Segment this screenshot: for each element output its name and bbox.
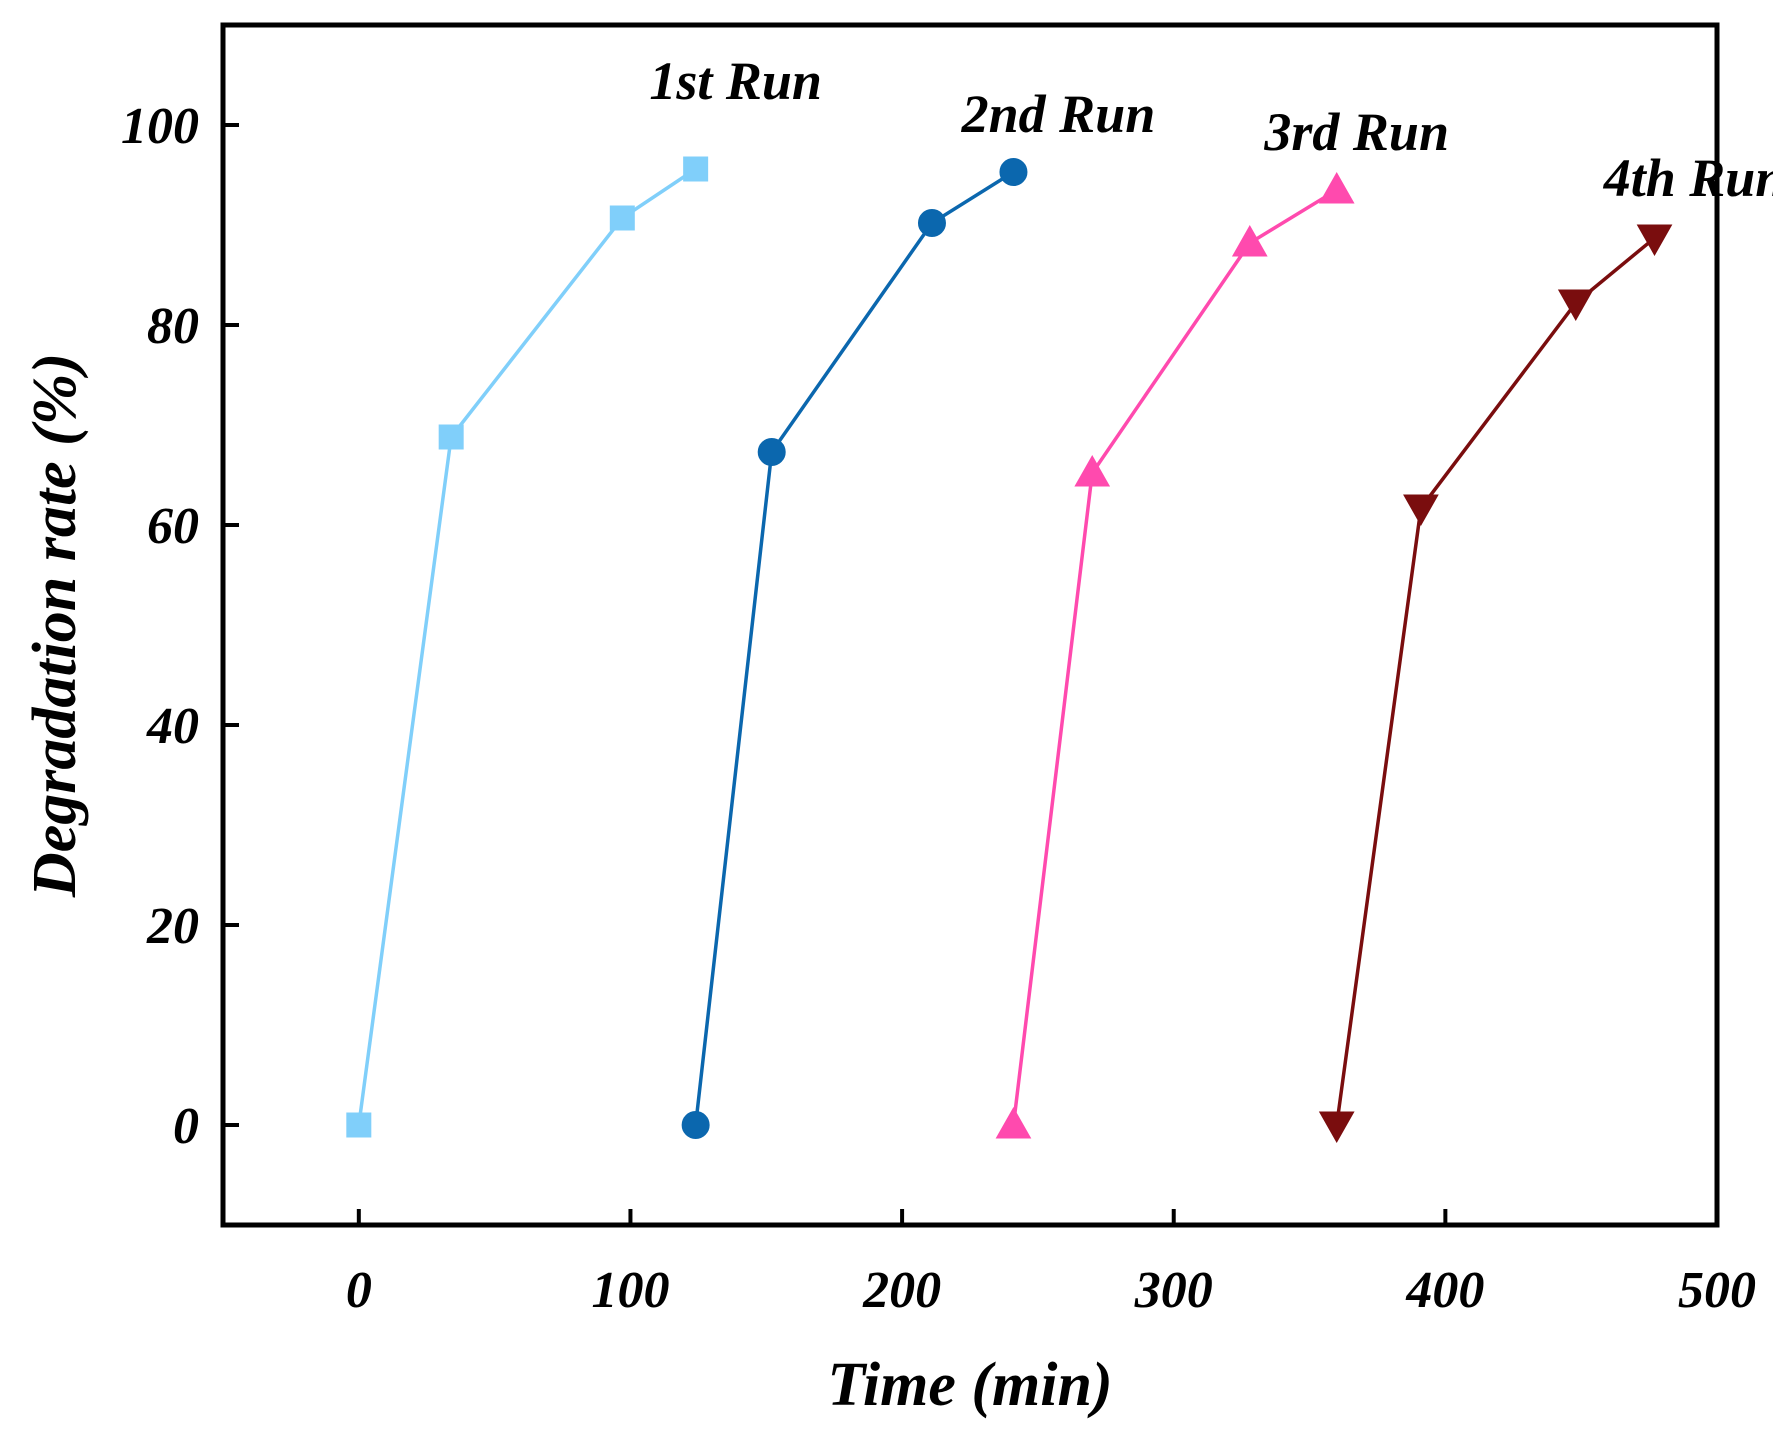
y-tick-label: 80 <box>147 298 199 355</box>
y-axis-title: Degradation rate (%) <box>21 353 89 898</box>
y-tick-label: 20 <box>146 898 199 955</box>
x-axis: 0 100 200 300 400 500 <box>346 1209 1756 1319</box>
data-point <box>1557 289 1594 322</box>
data-point <box>1403 494 1439 527</box>
run-labels: 1st Run 2nd Run 3rd Run 4th Run <box>649 51 1773 208</box>
series-2 <box>681 158 1028 1139</box>
data-point <box>1074 454 1111 487</box>
y-axis: 0 20 40 60 80 100 <box>121 98 239 1155</box>
series-line <box>1334 236 1656 1126</box>
series-line <box>1011 188 1338 1126</box>
x-tick-label: 0 <box>346 1262 372 1319</box>
run-label-4: 4th Run <box>1603 148 1773 208</box>
series-3 <box>995 171 1355 1139</box>
series-1 <box>346 156 709 1138</box>
data-point <box>609 205 635 231</box>
data-point <box>999 158 1028 186</box>
data-point <box>683 156 709 182</box>
x-tick-label: 200 <box>862 1262 941 1319</box>
series-4 <box>1318 224 1673 1144</box>
series-layer <box>346 156 1673 1144</box>
series-line <box>357 167 697 1126</box>
data-point <box>995 1106 1032 1139</box>
run-label-1: 1st Run <box>649 51 822 111</box>
series-line <box>693 170 1015 1126</box>
y-tick-label: 60 <box>147 498 199 555</box>
y-tick-label: 0 <box>173 1098 199 1155</box>
data-point <box>1636 224 1673 257</box>
x-tick-label: 400 <box>1405 1262 1484 1319</box>
data-point <box>681 1111 710 1139</box>
run-label-2: 2nd Run <box>961 84 1156 144</box>
data-point <box>757 438 786 466</box>
x-axis-title: Time (min) <box>827 1351 1112 1419</box>
data-point <box>1318 1111 1355 1144</box>
plot-frame <box>220 22 1720 1228</box>
data-point <box>438 424 464 450</box>
x-tick-label: 500 <box>1678 1262 1756 1319</box>
x-tick-label: 300 <box>1134 1262 1213 1319</box>
data-point <box>346 1112 372 1138</box>
x-tick-label: 100 <box>591 1262 669 1319</box>
data-point <box>917 209 946 237</box>
data-point <box>1318 171 1355 204</box>
run-label-3: 3rd Run <box>1263 102 1449 162</box>
data-point <box>1231 224 1268 257</box>
y-tick-label: 40 <box>146 698 199 755</box>
y-tick-label: 100 <box>121 98 199 155</box>
